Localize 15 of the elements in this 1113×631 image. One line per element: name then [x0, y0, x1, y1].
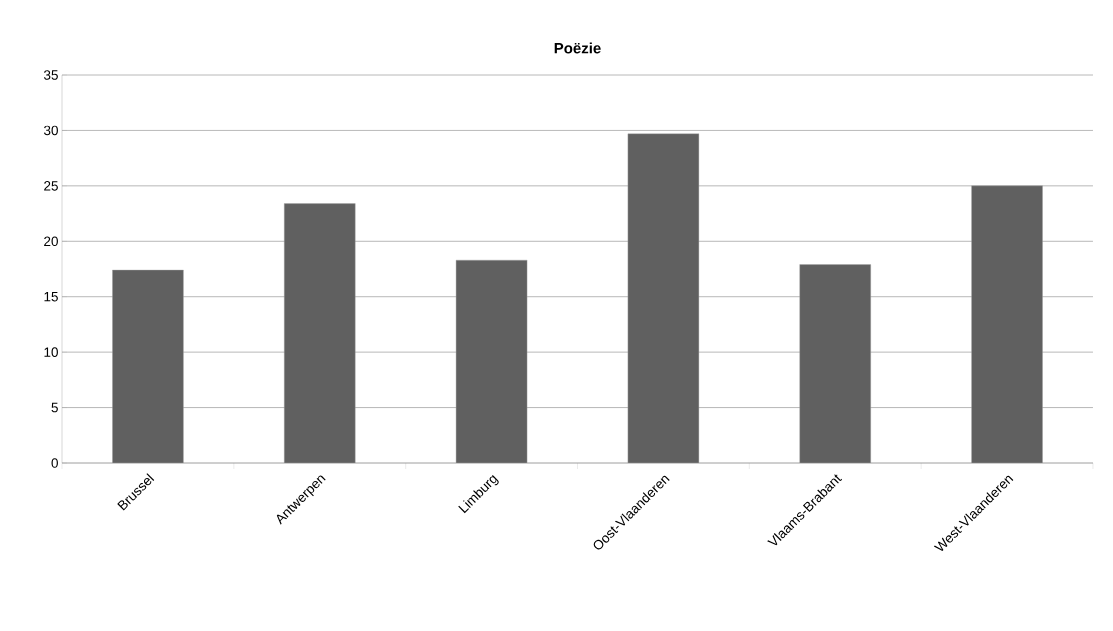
y-tick-label: 5: [51, 402, 58, 413]
y-tick-label: 0: [51, 458, 58, 468]
y-tick-label: 15: [44, 292, 58, 302]
chart-title: Poëzie: [554, 42, 601, 54]
bar: [455, 259, 528, 463]
y-tick-label: 35: [43, 70, 58, 80]
y-tick-label: 10: [44, 347, 58, 357]
bar: [627, 133, 700, 463]
bar: [799, 264, 871, 463]
y-tick-label: 20: [44, 236, 58, 247]
bar: [971, 185, 1043, 463]
bar: [112, 269, 184, 463]
y-tick-label: 25: [44, 181, 58, 191]
y-tick-label: 30: [43, 125, 58, 136]
bar: [284, 203, 356, 463]
